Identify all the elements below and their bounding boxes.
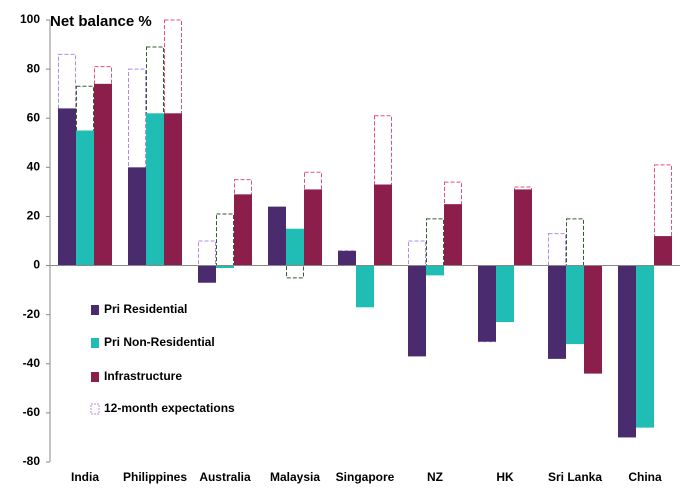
- bar: [584, 265, 602, 374]
- bar: [268, 206, 286, 266]
- bar: [164, 113, 182, 266]
- x-tick-label: India: [71, 470, 99, 484]
- bar: [514, 189, 532, 266]
- bar: [234, 194, 252, 266]
- x-tick-label: Australia: [199, 470, 251, 484]
- bar: [304, 189, 322, 266]
- bar: [636, 265, 654, 428]
- expectation-bar: [408, 240, 426, 267]
- x-tick-label: NZ: [427, 470, 443, 484]
- expectation-bar: [426, 218, 444, 267]
- legend-label: 12-month expectations: [104, 401, 235, 415]
- x-tick-label: China: [628, 470, 662, 484]
- x-tick-label: Philippines: [123, 470, 187, 484]
- y-tick-label: 0: [33, 258, 40, 272]
- bar: [548, 265, 566, 359]
- y-tick-label: -20: [23, 307, 41, 321]
- expectation-bar: [548, 233, 566, 267]
- expectation-bar: [216, 213, 234, 267]
- expectation-bar: [198, 240, 216, 267]
- legend-swatch: [91, 372, 99, 382]
- bar: [286, 228, 304, 266]
- bar: [566, 265, 584, 345]
- legend-swatch: [91, 305, 99, 315]
- legend-swatch: [91, 338, 99, 348]
- x-tick-label: Malaysia: [270, 470, 320, 484]
- legend-swatch: [90, 403, 100, 415]
- bar: [374, 184, 392, 266]
- bar: [618, 265, 636, 438]
- bar: [444, 204, 462, 266]
- bar: [76, 130, 94, 266]
- legend-label: Pri Non-Residential: [104, 335, 215, 349]
- bar: [496, 265, 514, 323]
- bar: [426, 265, 444, 276]
- bar: [216, 265, 234, 269]
- bar: [128, 167, 146, 266]
- y-tick-label: 80: [27, 61, 41, 75]
- bar: [478, 265, 496, 342]
- legend-label: Infrastructure: [104, 369, 182, 383]
- x-tick-label: Singapore: [336, 470, 395, 484]
- bar: [338, 250, 356, 266]
- bar: [198, 265, 216, 283]
- expectation-bar: [286, 265, 304, 279]
- y-tick-label: 60: [27, 110, 41, 124]
- y-tick-label: -60: [23, 405, 41, 419]
- y-tick-label: -40: [23, 356, 41, 370]
- bar: [146, 113, 164, 266]
- bar: [356, 265, 374, 308]
- y-axis-label: Net balance %: [50, 13, 152, 30]
- x-tick-label: HK: [496, 470, 514, 484]
- y-tick-label: 20: [27, 209, 41, 223]
- y-tick-label: 40: [27, 160, 41, 174]
- bar: [58, 108, 76, 266]
- bar: [94, 83, 112, 266]
- bar: [408, 265, 426, 357]
- expectation-bar: [566, 218, 584, 267]
- y-tick-label: 100: [20, 12, 40, 26]
- bar: [654, 236, 672, 266]
- x-tick-label: Sri Lanka: [548, 470, 602, 484]
- legend-label: Pri Residential: [104, 302, 187, 316]
- y-tick-label: -80: [23, 454, 41, 468]
